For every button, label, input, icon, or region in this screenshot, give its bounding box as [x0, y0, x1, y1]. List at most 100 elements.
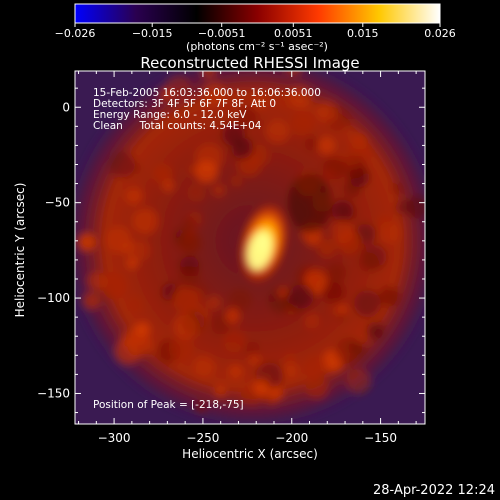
- info-text: 15-Feb-2005 16:03:36.000 to 16:06:36.000…: [93, 87, 321, 132]
- emission-blob: [305, 376, 329, 400]
- emission-blob: [230, 175, 243, 188]
- emission-blob: [162, 180, 175, 192]
- emission-blob: [392, 182, 404, 195]
- emission-blob: [202, 81, 226, 104]
- y-tick-label: −100: [37, 291, 70, 305]
- emission-blob: [212, 183, 226, 197]
- emission-blob: [395, 200, 410, 215]
- emission-blob: [284, 353, 296, 364]
- plot-area: [75, 71, 425, 424]
- y-tick-label: 0: [62, 100, 70, 114]
- emission-blob: [224, 309, 241, 325]
- emission-blob: [207, 295, 221, 309]
- chart-title: Reconstructed RHESSI Image: [140, 54, 359, 72]
- emission-blob: [178, 266, 200, 288]
- x-tick-label: −150: [364, 431, 397, 445]
- emission-blob: [223, 329, 247, 353]
- emission-blob: [289, 85, 312, 108]
- emission-blob: [317, 101, 339, 122]
- info-line: Detectors: 3F 4F 5F 6F 7F 8F, Att 0: [93, 98, 276, 110]
- colorbar-tick-label: −0.015: [132, 27, 173, 40]
- emission-blob: [190, 287, 205, 303]
- peak-core: [247, 230, 273, 270]
- emission-blob: [317, 137, 336, 155]
- emission-blob: [127, 332, 152, 357]
- emission-blob: [322, 280, 345, 303]
- peak-position-label: Position of Peak = [-218,-75]: [93, 399, 244, 411]
- emission-blob: [214, 385, 226, 398]
- info-line: 15-Feb-2005 16:03:36.000 to 16:06:36.000: [93, 87, 321, 99]
- colorbar-bar: [74, 3, 441, 24]
- colorbar-tick-label: 0.015: [347, 27, 379, 40]
- emission-blob: [173, 313, 200, 340]
- emission-blob: [193, 355, 215, 377]
- emission-blob: [244, 341, 261, 358]
- emission-blob: [346, 369, 372, 394]
- dark-region: [287, 172, 332, 233]
- emission-blob: [343, 179, 362, 198]
- emission-blob: [303, 312, 320, 329]
- emission-blob: [125, 187, 143, 205]
- emission-blob: [282, 362, 299, 378]
- colorbar-tick-label: −0.026: [55, 27, 96, 40]
- emission-blob: [168, 336, 195, 362]
- colorbar-tick-label: 0.0051: [274, 27, 313, 40]
- emission-blob: [290, 111, 315, 136]
- emission-blob: [153, 164, 173, 184]
- emission-blob: [342, 155, 366, 179]
- emission-blob: [366, 322, 384, 340]
- footer-timestamp: 28-Apr-2022 12:24: [373, 483, 495, 498]
- emission-blob: [331, 199, 354, 222]
- emission-blob: [109, 151, 136, 178]
- emission-blob: [132, 208, 159, 235]
- x-tick-label: −300: [98, 431, 131, 445]
- emission-blob: [228, 364, 243, 379]
- emission-blob: [253, 95, 268, 110]
- emission-blob: [99, 272, 127, 300]
- emission-blob: [248, 353, 261, 366]
- emission-blob: [406, 195, 425, 219]
- emission-blob: [303, 354, 328, 380]
- y-tick-label: −150: [37, 386, 70, 400]
- emission-blob: [82, 292, 100, 310]
- x-axis-label: Heliocentric X (arcsec): [182, 447, 318, 461]
- emission-blob: [321, 167, 337, 183]
- emission-blob: [237, 106, 258, 128]
- emission-blob: [326, 262, 347, 283]
- emission-blob: [86, 271, 106, 291]
- emission-blob: [353, 290, 382, 318]
- emission-blob: [358, 252, 379, 273]
- emission-blob: [253, 379, 271, 397]
- emission-blob: [183, 217, 196, 231]
- emission-blob: [178, 231, 202, 255]
- emission-blob: [335, 337, 363, 365]
- plot-frame: [74, 70, 426, 425]
- y-axis: 0 −50 −100 −150: [37, 87, 425, 414]
- x-tick-label: −200: [275, 431, 308, 445]
- emission-blob: [126, 295, 145, 314]
- emission-blob: [77, 233, 96, 252]
- y-tick-label: −50: [45, 196, 70, 210]
- info-line: Energy Range: 6.0 - 12.0 keV: [93, 109, 247, 121]
- x-tick-label: −250: [186, 431, 219, 445]
- colorbar-ticks: −0.026 −0.015 −0.0051 0.0051 0.015 0.026: [55, 23, 456, 40]
- emission-blob: [129, 239, 151, 261]
- emission-blob: [317, 238, 337, 258]
- emission-blob: [231, 137, 253, 159]
- colorbar-tick-label: −0.0051: [198, 27, 246, 40]
- emission-blob: [330, 219, 355, 244]
- emission-blob: [269, 386, 284, 401]
- emission-blob: [228, 288, 252, 312]
- colorbar: −0.026 −0.015 −0.0051 0.0051 0.015 0.026 (pho…: [55, 3, 456, 53]
- emission-blob: [378, 286, 399, 307]
- emission-blob: [281, 294, 304, 317]
- emission-blob: [195, 160, 218, 184]
- emission-blob: [166, 74, 190, 99]
- emission-blob: [285, 71, 302, 76]
- colorbar-unit-label: (photons cm⁻² s⁻¹ asec⁻²): [186, 40, 328, 53]
- colorbar-tick-label: 0.026: [424, 27, 456, 40]
- emission-blob: [194, 401, 208, 414]
- emission-blob: [105, 226, 133, 253]
- emission-blob: [304, 136, 320, 151]
